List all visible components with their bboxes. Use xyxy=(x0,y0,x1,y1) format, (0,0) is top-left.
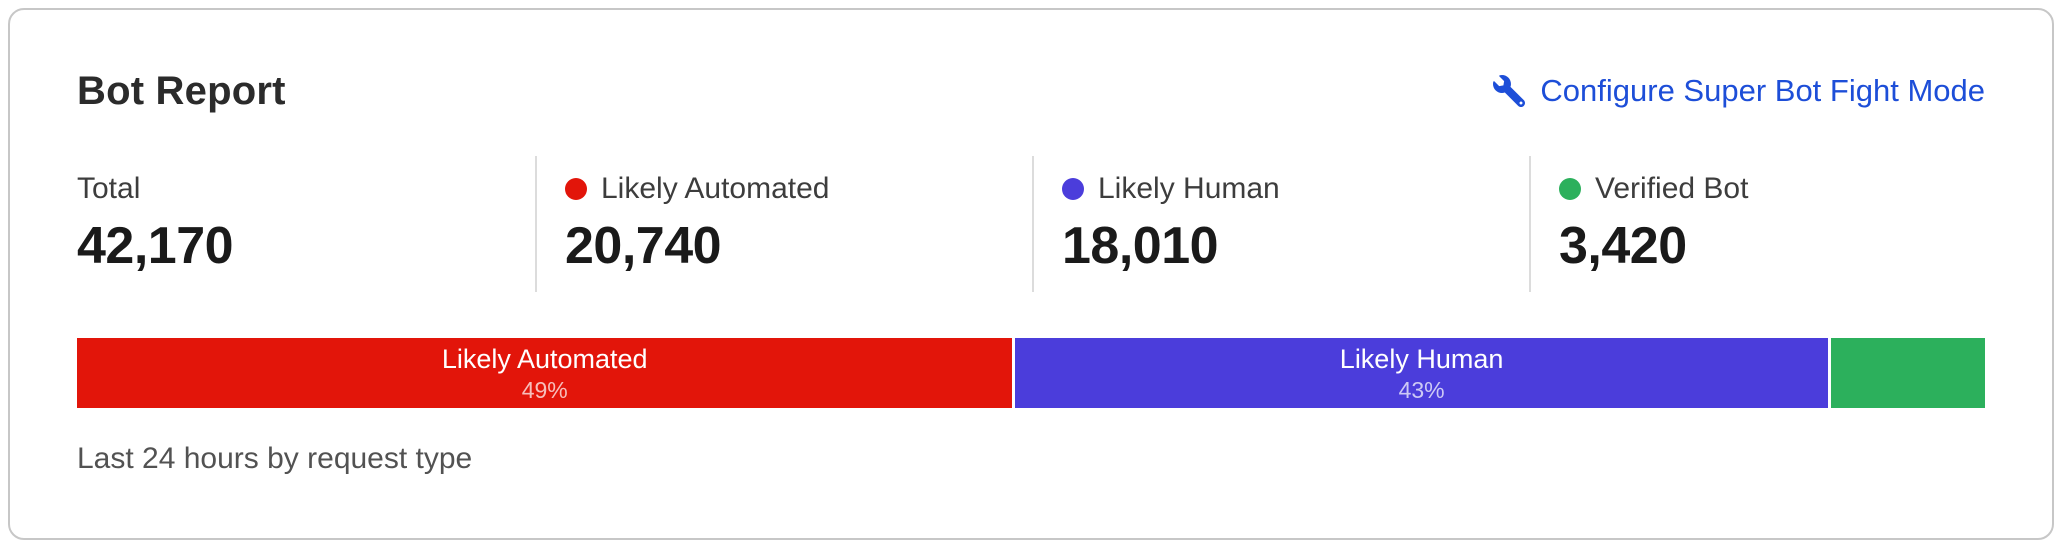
verified-bot-dot-icon xyxy=(1559,178,1581,200)
wrench-icon xyxy=(1493,75,1526,107)
bar-segment-percent: 49% xyxy=(521,376,568,403)
stats-row: Total 42,170 Likely Automated 20,740 Lik… xyxy=(77,156,1985,292)
bot-report-card: Bot Report Configure Super Bot Fight Mod… xyxy=(8,8,2054,540)
stat-label: Total xyxy=(77,172,141,205)
stat-likely-automated: Likely Automated 20,740 xyxy=(535,156,1032,292)
stat-value: 20,740 xyxy=(565,217,722,275)
bar-segment-likely-automated[interactable]: Likely Automated 49% xyxy=(77,338,1013,408)
configure-link-label: Configure Super Bot Fight Mode xyxy=(1540,73,1985,108)
bar-segment-label: Likely Human xyxy=(1339,343,1504,374)
stat-label: Likely Human xyxy=(1098,172,1280,205)
stat-value: 42,170 xyxy=(77,217,234,275)
bar-segment-label: Likely Automated xyxy=(441,343,648,374)
stacked-bar-chart: Likely Automated 49% Likely Human 43% xyxy=(77,338,1985,408)
card-header: Bot Report Configure Super Bot Fight Mod… xyxy=(77,66,1985,116)
page-title: Bot Report xyxy=(77,69,286,113)
stat-verified-bot: Verified Bot 3,420 xyxy=(1529,156,1985,292)
time-range-caption: Last 24 hours by request type xyxy=(77,442,473,475)
stat-value: 18,010 xyxy=(1062,217,1219,275)
bar-segment-percent: 43% xyxy=(1398,376,1445,403)
configure-super-bot-fight-mode-link[interactable]: Configure Super Bot Fight Mode xyxy=(1493,72,1985,110)
stat-total: Total 42,170 xyxy=(77,156,535,292)
stat-value: 3,420 xyxy=(1559,217,1687,275)
stat-label: Verified Bot xyxy=(1595,172,1749,205)
likely-automated-dot-icon xyxy=(565,178,587,200)
stat-likely-human: Likely Human 18,010 xyxy=(1032,156,1529,292)
stat-label: Likely Automated xyxy=(601,172,830,205)
bar-segment-likely-human[interactable]: Likely Human 43% xyxy=(1015,338,1828,408)
bar-segment-verified-bot[interactable] xyxy=(1830,338,1985,408)
likely-human-dot-icon xyxy=(1062,178,1084,200)
